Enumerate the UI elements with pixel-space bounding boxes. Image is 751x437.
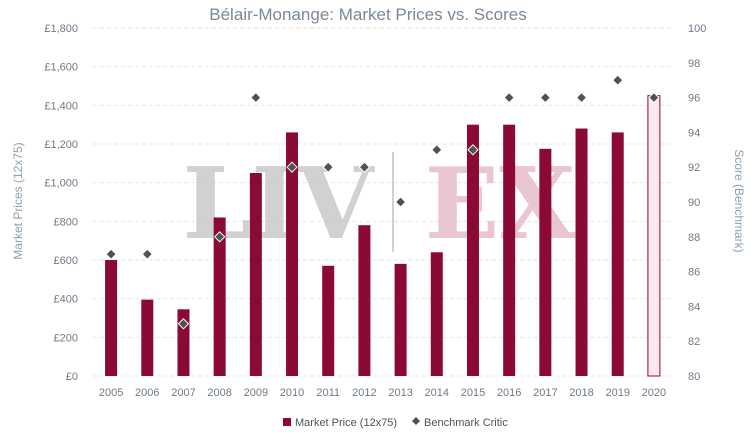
y2-tick-label: 88 — [688, 232, 700, 244]
y-axis-title: Market Prices (12x75) — [11, 142, 25, 259]
x-tick-label: 2011 — [316, 387, 340, 399]
y2-axis-title: Score (Benchmark) — [732, 149, 746, 252]
y2-tick-label: 82 — [688, 336, 700, 348]
x-tick-label: 2013 — [388, 387, 412, 399]
x-tick-label: 2006 — [135, 387, 159, 399]
score-marker — [358, 161, 371, 173]
score-marker — [467, 144, 479, 156]
y-tick-label: £1,600 — [44, 62, 78, 74]
x-tick-label: 2015 — [461, 387, 485, 399]
x-tick-label: 2018 — [569, 387, 593, 399]
score-marker — [105, 248, 117, 260]
x-tick-label: 2014 — [425, 387, 449, 399]
bar — [286, 132, 299, 376]
x-tick-label: 2019 — [605, 387, 629, 399]
x-tick-label: 2008 — [207, 387, 231, 399]
bar — [249, 173, 262, 376]
score-marker — [612, 74, 624, 86]
score-marker — [539, 91, 552, 104]
bar — [213, 217, 226, 376]
y-tick-label: £600 — [54, 255, 78, 267]
x-tick-label: 2017 — [533, 387, 557, 399]
bar — [105, 260, 118, 376]
legend-marker-label: Benchmark Critic — [424, 417, 508, 429]
y2-tick-label: 100 — [688, 23, 706, 35]
watermark: LIV EX — [183, 147, 576, 262]
score-marker — [503, 91, 515, 104]
y-tick-label: £0 — [66, 371, 78, 383]
bar — [358, 225, 371, 376]
x-tick-label: 2020 — [642, 387, 666, 399]
score-marker — [431, 144, 443, 156]
marker-series — [105, 74, 660, 330]
y2-tick-label: 86 — [688, 267, 700, 279]
bar — [430, 252, 443, 376]
watermark-left-text: LIV — [183, 147, 376, 262]
score-marker — [648, 91, 660, 104]
score-marker — [394, 196, 407, 208]
x-tick-label: 2009 — [244, 387, 268, 399]
x-tick-label: 2007 — [171, 387, 195, 399]
score-marker — [250, 91, 262, 104]
y-axis-right: 80 82 84 86 88 90 92 94 96 98 100 — [688, 23, 706, 383]
x-tick-label: 2016 — [497, 387, 521, 399]
y2-tick-label: 94 — [688, 127, 700, 139]
score-marker — [141, 248, 153, 260]
x-tick-label: 2005 — [99, 387, 123, 399]
legend-marker-swatch — [412, 417, 420, 425]
y-tick-label: £1,200 — [44, 139, 78, 151]
bar — [539, 148, 552, 376]
y-tick-label: £400 — [54, 294, 78, 306]
x-tick-label: 2012 — [352, 387, 376, 399]
y2-tick-label: 80 — [688, 371, 700, 383]
y-tick-label: £1,800 — [44, 23, 78, 35]
bar — [503, 124, 516, 377]
legend-bar-swatch — [283, 418, 291, 426]
bar — [647, 95, 661, 377]
score-marker — [286, 161, 298, 173]
y-axis-left: £0 £200 £400 £600 £800 £1,000 £1,200 £1,400 £1,6… — [44, 23, 78, 383]
x-axis: 2005 2006 2007 2008 2009 2010 2011 2012 2013 2014… — [99, 387, 666, 399]
bar — [322, 265, 335, 376]
bar — [575, 128, 588, 376]
bar-series — [105, 95, 661, 377]
y-tick-label: £1,000 — [44, 178, 78, 190]
score-marker — [177, 318, 190, 330]
y-tick-label: £800 — [54, 216, 78, 228]
legend-bar-label: Market Price (12x75) — [295, 417, 397, 429]
y2-tick-label: 96 — [688, 93, 700, 105]
chart-title: Bélair-Monange: Market Prices vs. Scores — [209, 5, 526, 24]
y2-tick-label: 98 — [688, 58, 700, 70]
bar — [394, 263, 407, 376]
y-tick-label: £200 — [54, 332, 78, 344]
bar — [466, 124, 479, 377]
gridlines — [93, 27, 672, 377]
bar — [611, 132, 624, 376]
bar — [141, 299, 154, 376]
y2-tick-label: 92 — [688, 162, 700, 174]
y2-tick-label: 84 — [688, 301, 700, 313]
score-marker — [575, 91, 588, 104]
score-marker — [322, 161, 334, 173]
y-tick-label: £1,400 — [44, 100, 78, 112]
score-marker — [213, 231, 226, 243]
y2-tick-label: 90 — [688, 197, 700, 209]
legend: Market Price (12x75) Benchmark Critic — [283, 417, 508, 429]
watermark-right-text: EX — [425, 147, 576, 262]
x-tick-label: 2010 — [280, 387, 304, 399]
